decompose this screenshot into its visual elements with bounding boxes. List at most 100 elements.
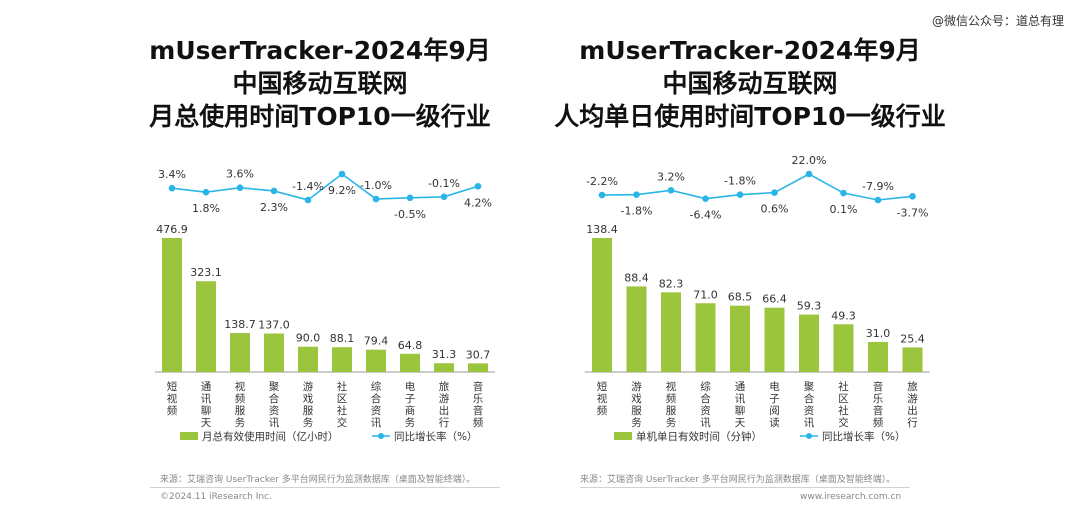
growth-rate-label: 3.4% xyxy=(158,168,186,181)
bar xyxy=(833,324,854,372)
bar xyxy=(902,347,923,372)
growth-rate-point xyxy=(474,182,482,190)
bar-value-label: 31.3 xyxy=(432,348,457,361)
copyright-left: ©2024.11 iResearch Inc. xyxy=(160,492,272,502)
bar xyxy=(592,238,612,372)
bar xyxy=(264,333,284,372)
bar-value-label: 137.0 xyxy=(258,319,290,332)
growth-rate-label: 0.1% xyxy=(830,203,858,216)
bar xyxy=(626,286,647,372)
growth-rate-label: 3.2% xyxy=(657,170,685,183)
category-label: 社区社交 xyxy=(337,380,348,429)
bar-value-label: 138.4 xyxy=(586,223,618,236)
source-note-left: 来源：艾瑞咨询 UserTracker 多平台网民行为监测数据库（桌面及智能终端… xyxy=(160,475,476,485)
title-line: mUserTracker-2024年9月 xyxy=(149,36,491,65)
growth-rate-label: -6.4% xyxy=(690,209,722,222)
category-label: 社区社交 xyxy=(838,380,849,429)
growth-rate-line xyxy=(601,173,913,201)
bar xyxy=(468,363,488,372)
title-line: 人均单日使用时间TOP10一级行业 xyxy=(554,102,946,131)
category-label: 综合资讯 xyxy=(700,380,711,429)
growth-rate-label: 4.2% xyxy=(464,196,492,209)
growth-rate-point xyxy=(372,195,380,203)
category-label: 视频服务 xyxy=(235,380,246,429)
source-note-right: 来源：艾瑞咨询 UserTracker 多平台网民行为监测数据库（桌面及智能终端… xyxy=(580,475,896,485)
category-label: 聚合资讯 xyxy=(269,381,280,429)
chart-title-right: mUserTracker-2024年9月 中国移动互联网 人均单日使用时间TOP… xyxy=(540,34,960,133)
growth-rate-point xyxy=(168,184,176,192)
growth-rate-label: 2.3% xyxy=(260,201,288,214)
category-label: 电子商务 xyxy=(405,380,416,429)
bar-value-label: 88.1 xyxy=(330,332,355,345)
bar xyxy=(695,303,716,372)
growth-rate-label: 0.6% xyxy=(761,203,789,216)
category-label: 短视频 xyxy=(597,380,608,417)
growth-rate-point xyxy=(598,191,606,199)
growth-rate-point xyxy=(440,193,448,201)
growth-rate-point xyxy=(202,188,210,196)
bar xyxy=(868,341,888,372)
bar-value-label: 79.4 xyxy=(364,335,389,348)
growth-rate-label: 22.0% xyxy=(792,154,827,167)
bar-value-label: 64.8 xyxy=(398,339,423,352)
growth-rate-label: -1.0% xyxy=(360,179,392,192)
category-label: 游戏服务 xyxy=(303,380,314,429)
chart-title-left: mUserTracker-2024年9月 中国移动互联网 月总使用时间TOP10… xyxy=(110,34,530,133)
category-label: 聚合资讯 xyxy=(804,381,815,429)
growth-rate-point xyxy=(236,184,244,192)
legend-bar-swatch xyxy=(614,432,632,440)
category-label: 音乐音频 xyxy=(473,380,484,429)
category-label: 旅游出行 xyxy=(907,380,918,429)
divider-left xyxy=(150,487,500,488)
growth-rate-point xyxy=(270,187,278,195)
category-label: 综合资讯 xyxy=(371,380,382,429)
bar xyxy=(366,349,386,372)
bar-value-label: 66.4 xyxy=(762,293,787,306)
title-line: 月总使用时间TOP10一级行业 xyxy=(149,102,491,131)
bar xyxy=(162,238,182,372)
growth-rate-point xyxy=(771,189,778,196)
category-label: 通讯聊天 xyxy=(201,381,212,429)
growth-rate-point xyxy=(667,187,675,194)
growth-rate-label: 3.6% xyxy=(226,168,254,181)
bar xyxy=(661,292,681,372)
growth-rate-line xyxy=(171,172,479,201)
growth-rate-label: -2.2% xyxy=(586,175,618,188)
growth-rate-label: -1.4% xyxy=(292,180,324,193)
bar xyxy=(196,281,216,372)
bar-value-label: 59.3 xyxy=(797,300,822,313)
bar-value-label: 88.4 xyxy=(624,271,649,284)
growth-rate-point xyxy=(909,193,916,200)
growth-rate-point xyxy=(338,170,346,178)
combo-chart-total-time: 3.4% 1.8% 3.6% 2.3% -1.4% 9.2% -1.0% -0.5% -0.1%… xyxy=(155,168,495,443)
growth-rate-label: -1.8% xyxy=(724,175,756,188)
category-label: 音乐音频 xyxy=(873,380,884,429)
bar-value-label: 25.4 xyxy=(900,332,925,345)
bar-value-label: 30.7 xyxy=(466,348,491,361)
growth-rate-point xyxy=(874,196,882,204)
category-label: 电子阅读 xyxy=(769,380,780,429)
bar xyxy=(332,347,352,372)
growth-rate-point xyxy=(840,189,847,197)
title-line: 中国移动互联网 xyxy=(232,69,408,98)
copyright-right: www.iresearch.com.cn xyxy=(800,492,902,502)
growth-rate-label: -7.9% xyxy=(862,180,894,193)
legend-line-label: 同比增长率（%） xyxy=(394,430,477,443)
category-label: 视频服务 xyxy=(666,380,677,429)
title-line: mUserTracker-2024年9月 xyxy=(579,36,921,65)
bar-value-label: 31.0 xyxy=(866,327,891,340)
legend-bar-label: 单机单日有效时间（分钟） xyxy=(636,430,762,443)
growth-rate-label: -0.5% xyxy=(394,208,426,221)
growth-rate-point xyxy=(304,196,312,204)
bar xyxy=(298,346,318,372)
legend-line-marker xyxy=(378,433,384,439)
bar-value-label: 68.5 xyxy=(728,291,753,304)
category-label: 旅游出行 xyxy=(439,380,450,429)
legend-line-label: 同比增长率（%） xyxy=(822,430,905,443)
growth-rate-point xyxy=(805,170,813,178)
bar xyxy=(764,307,785,372)
growth-rate-label: 9.2% xyxy=(328,184,356,197)
growth-rate-point xyxy=(406,194,414,202)
bar-value-label: 71.0 xyxy=(693,288,718,301)
bar-value-label: 49.3 xyxy=(831,309,856,322)
